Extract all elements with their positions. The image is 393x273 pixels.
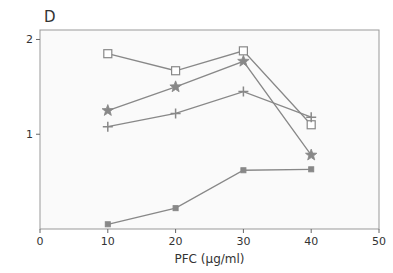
x-tick xyxy=(175,229,176,233)
point-marker xyxy=(309,167,314,172)
x-tick xyxy=(243,229,244,233)
x-tick-label: 30 xyxy=(236,235,250,248)
point-marker xyxy=(171,108,181,118)
plot-area xyxy=(102,47,317,227)
chart-title: D xyxy=(44,8,56,26)
point-marker xyxy=(103,122,113,132)
series-line xyxy=(108,169,311,224)
y-tick-label: 2 xyxy=(26,33,33,46)
y-tick-label: 1 xyxy=(26,128,33,141)
x-tick-label: 10 xyxy=(101,235,115,248)
y-tick xyxy=(36,134,40,135)
point-marker xyxy=(238,55,249,66)
point-marker xyxy=(172,67,180,75)
chart-svg: 0 10 20 30 40 50 1 2 PFC (μg/ml) D xyxy=(0,0,393,273)
point-marker xyxy=(238,87,248,97)
x-tick-label: 0 xyxy=(37,235,44,248)
point-marker xyxy=(104,50,112,58)
point-marker xyxy=(241,168,246,173)
x-tick xyxy=(311,229,312,233)
point-marker xyxy=(105,222,110,227)
point-marker xyxy=(102,105,113,116)
plot-frame xyxy=(40,30,379,229)
point-marker xyxy=(173,206,178,211)
x-tick-label: 20 xyxy=(169,235,183,248)
point-marker xyxy=(306,112,316,122)
x-axis-label: PFC (μg/ml) xyxy=(174,252,244,266)
chart-container: 0 10 20 30 40 50 1 2 PFC (μg/ml) D xyxy=(0,0,393,273)
x-tick-label: 40 xyxy=(304,235,318,248)
y-tick xyxy=(36,39,40,40)
point-marker xyxy=(239,47,247,55)
point-marker xyxy=(305,149,316,160)
point-marker xyxy=(170,81,181,92)
x-tick xyxy=(379,229,380,233)
x-tick xyxy=(40,229,41,233)
series-line xyxy=(108,92,311,127)
series-line xyxy=(108,61,311,155)
x-tick-label: 50 xyxy=(372,235,386,248)
x-tick xyxy=(107,229,108,233)
